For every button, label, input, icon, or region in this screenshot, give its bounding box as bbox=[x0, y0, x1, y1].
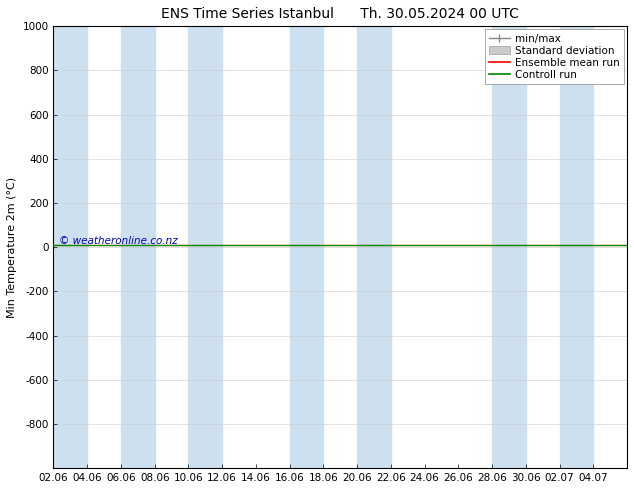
Y-axis label: Min Temperature 2m (°C): Min Temperature 2m (°C) bbox=[7, 177, 17, 318]
Legend: min/max, Standard deviation, Ensemble mean run, Controll run: min/max, Standard deviation, Ensemble me… bbox=[485, 29, 624, 84]
Bar bbox=[53, 26, 87, 468]
Bar bbox=[188, 26, 222, 468]
Title: ENS Time Series Istanbul      Th. 30.05.2024 00 UTC: ENS Time Series Istanbul Th. 30.05.2024 … bbox=[161, 7, 519, 21]
Bar bbox=[560, 26, 593, 468]
Bar bbox=[290, 26, 323, 468]
Bar bbox=[121, 26, 155, 468]
Text: © weatheronline.co.nz: © weatheronline.co.nz bbox=[58, 236, 178, 246]
Bar bbox=[492, 26, 526, 468]
Bar bbox=[357, 26, 391, 468]
